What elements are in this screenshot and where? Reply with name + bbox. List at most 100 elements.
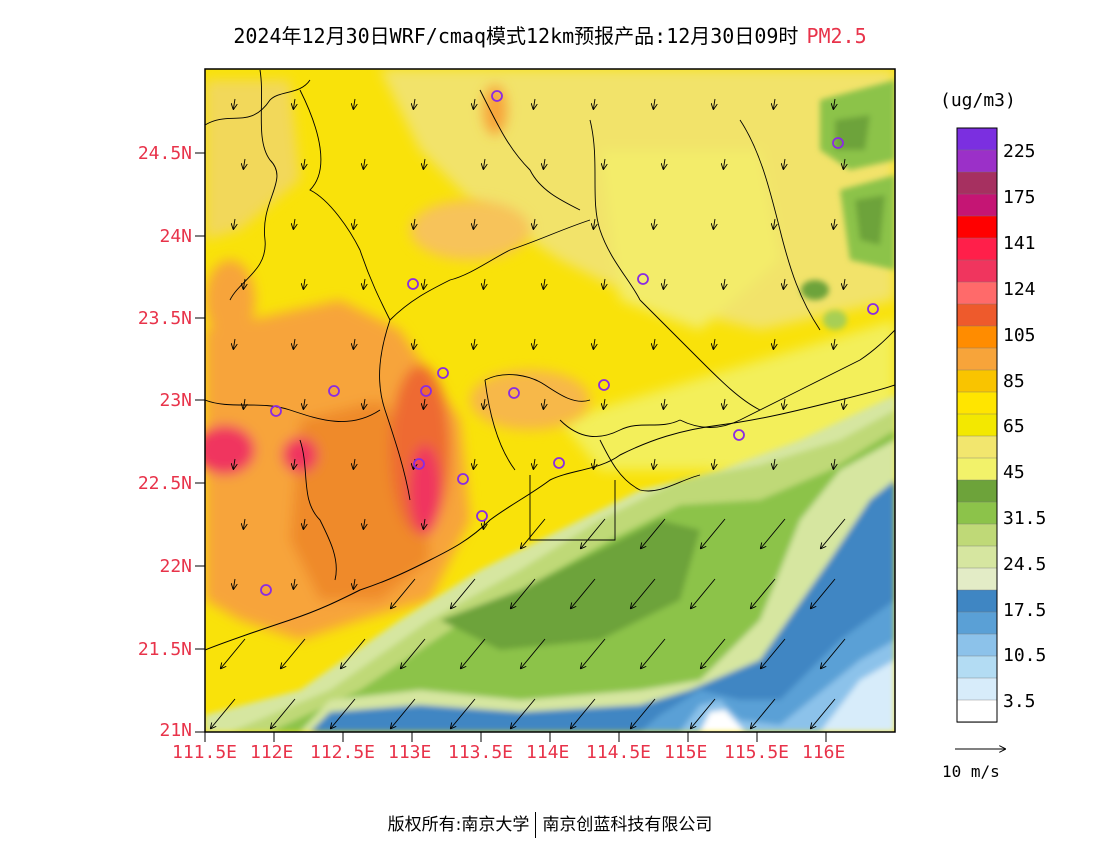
colorbar-swatch bbox=[956, 347, 998, 371]
wind-arrow bbox=[663, 278, 665, 289]
admin-boundaries bbox=[205, 69, 895, 581]
coastline bbox=[205, 384, 895, 651]
wind-arrow bbox=[233, 98, 235, 109]
colorbar-label: 65 bbox=[1003, 416, 1025, 437]
title-text: 2024年12月30日WRF/cmaq模式12km预报产品:12月30日09时 bbox=[233, 24, 799, 48]
wind-arrow bbox=[533, 338, 535, 349]
wind-arrow bbox=[451, 698, 476, 728]
field-sea-darkgreen bbox=[440, 520, 700, 650]
wind-arrow bbox=[723, 398, 725, 409]
wind-arrow bbox=[363, 398, 365, 409]
wind-arrow bbox=[353, 338, 355, 349]
wind-arrow bbox=[243, 278, 245, 289]
wind-arrow bbox=[243, 398, 245, 409]
wind-arrow bbox=[293, 98, 295, 109]
pm25-field bbox=[205, 69, 895, 732]
wind-arrow bbox=[761, 518, 786, 548]
wind-arrow bbox=[811, 578, 836, 608]
wind-arrow bbox=[773, 458, 775, 469]
field-north-light bbox=[600, 150, 780, 330]
wind-arrow bbox=[233, 458, 235, 469]
colorbar-unit: (ug/m3) bbox=[940, 90, 1016, 111]
colorbar-label: 124 bbox=[1003, 279, 1036, 300]
colorbar-swatch bbox=[956, 457, 998, 481]
colorbar-swatch bbox=[956, 149, 998, 173]
wind-arrow bbox=[401, 638, 426, 668]
wind-arrow bbox=[353, 578, 355, 589]
station-marker bbox=[598, 379, 610, 391]
wind-arrow bbox=[641, 518, 666, 548]
lon-label: 112.5E bbox=[310, 742, 376, 763]
wind-arrow bbox=[511, 698, 536, 728]
wind-arrow bbox=[533, 458, 535, 469]
station-marker bbox=[407, 278, 419, 290]
wind-arrow bbox=[391, 578, 416, 608]
wind-arrow bbox=[761, 638, 786, 668]
colorbar-swatch bbox=[956, 413, 998, 437]
wind-arrow bbox=[353, 458, 355, 469]
species-label: PM2.5 bbox=[806, 24, 867, 48]
wind-arrow bbox=[713, 98, 715, 109]
wind-arrow bbox=[701, 518, 726, 548]
wind-arrow bbox=[391, 698, 416, 728]
wind-arrow bbox=[593, 458, 595, 469]
field-ne-darkgreen-2 bbox=[855, 195, 885, 245]
wind-arrow bbox=[461, 638, 486, 668]
colorbar-swatch bbox=[956, 259, 998, 283]
colorbar-swatch bbox=[956, 391, 998, 415]
wind-arrow bbox=[533, 98, 535, 109]
wind-arrow bbox=[521, 518, 546, 548]
wind-arrow bbox=[413, 98, 415, 109]
field-west-red bbox=[205, 425, 255, 475]
wind-arrow bbox=[293, 458, 295, 469]
station-markers bbox=[260, 90, 879, 596]
wind-arrow bbox=[641, 638, 666, 668]
lat-label: 24.5N bbox=[137, 143, 192, 164]
wind-arrow bbox=[483, 278, 485, 289]
lon-label: 114.5E bbox=[586, 742, 652, 763]
wind-arrow bbox=[783, 278, 785, 289]
field-ne-spot-2 bbox=[823, 310, 847, 330]
wind-arrow bbox=[413, 338, 415, 349]
lon-label: 115E bbox=[664, 742, 708, 763]
wind-arrow bbox=[593, 218, 595, 229]
wind-arrow bbox=[331, 698, 356, 728]
wind-arrow bbox=[773, 338, 775, 349]
colorbar-swatch bbox=[956, 589, 998, 613]
colorbar-swatch bbox=[956, 699, 998, 723]
colorbar-swatch bbox=[956, 655, 998, 679]
wind-arrow bbox=[631, 578, 656, 608]
wind-arrow bbox=[571, 578, 596, 608]
colorbar-swatch bbox=[956, 567, 998, 591]
wind-arrow bbox=[833, 338, 835, 349]
colorbar-label: 10.5 bbox=[1003, 645, 1047, 666]
wind-arrow bbox=[451, 578, 476, 608]
wind-arrow bbox=[533, 218, 535, 229]
wind-arrow bbox=[293, 578, 295, 589]
wind-arrow bbox=[603, 398, 605, 409]
colorbar-swatch bbox=[956, 281, 998, 305]
wind-arrow bbox=[821, 638, 846, 668]
wind-arrow bbox=[773, 218, 775, 229]
colorbar-label: 225 bbox=[1003, 141, 1036, 162]
wind-arrow bbox=[843, 278, 845, 289]
copyright-text: 版权所有:南京大学 bbox=[387, 815, 530, 835]
station-marker bbox=[260, 584, 272, 596]
colorbar-label: 17.5 bbox=[1003, 600, 1047, 621]
colorbar-swatch bbox=[956, 545, 998, 569]
lat-label: 23N bbox=[159, 390, 192, 411]
lat-label: 21.5N bbox=[137, 639, 192, 660]
colorbar-label: 141 bbox=[1003, 233, 1036, 254]
station-marker bbox=[553, 457, 565, 469]
station-marker bbox=[437, 367, 449, 379]
station-marker bbox=[733, 429, 745, 441]
colorbar-label: 175 bbox=[1003, 187, 1036, 208]
field-sea-palest bbox=[820, 660, 895, 732]
lon-label: 111.5E bbox=[172, 742, 238, 763]
wind-arrow bbox=[811, 698, 836, 728]
lon-label: 115.5E bbox=[724, 742, 790, 763]
wind-arrow bbox=[603, 278, 605, 289]
wind-arrow bbox=[473, 338, 475, 349]
wind-arrow bbox=[413, 218, 415, 229]
